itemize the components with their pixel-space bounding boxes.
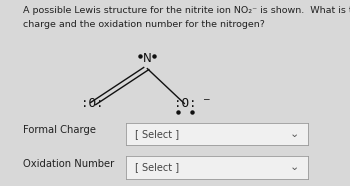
Text: N: N (142, 52, 151, 65)
Text: Oxidation Number: Oxidation Number (23, 159, 114, 169)
Text: [ Select ]: [ Select ] (135, 129, 179, 139)
Text: −: − (202, 94, 210, 103)
Text: ⌄: ⌄ (289, 162, 299, 172)
Text: ⌄: ⌄ (289, 129, 299, 139)
Text: A possible Lewis structure for the nitrite ion NO₂⁻ is shown.  What is the forma: A possible Lewis structure for the nitri… (23, 6, 350, 15)
Text: [ Select ]: [ Select ] (135, 162, 179, 172)
Text: :O:: :O: (81, 97, 104, 110)
Text: charge and the oxidation number for the nitrogen?: charge and the oxidation number for the … (23, 20, 265, 29)
Text: Formal Charge: Formal Charge (23, 125, 96, 135)
Text: :O:: :O: (174, 97, 196, 110)
